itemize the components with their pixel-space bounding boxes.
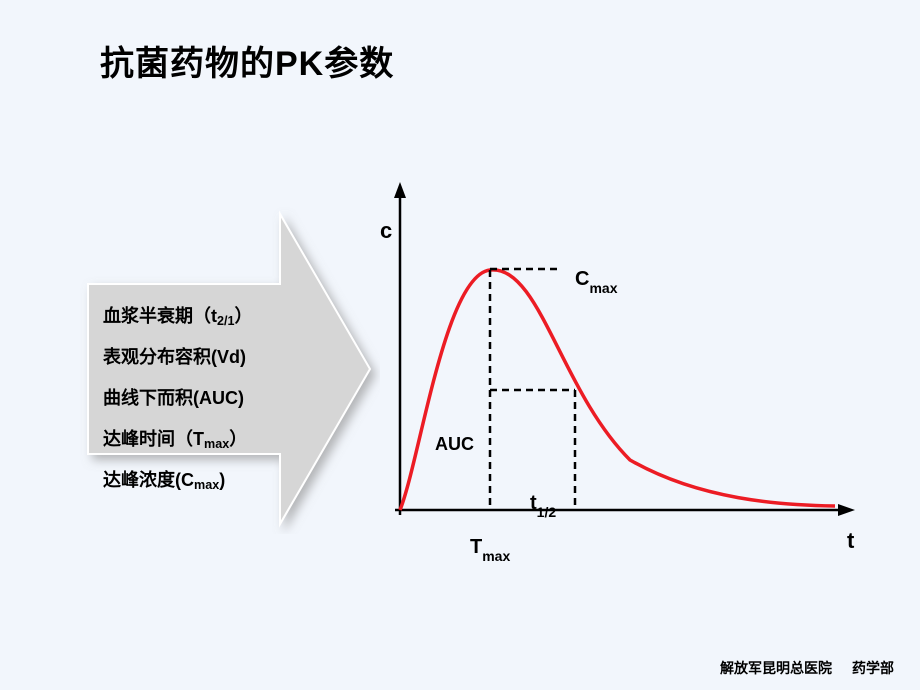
y-axis-arrowhead	[394, 182, 406, 198]
param-vd: 表观分布容积(Vd)	[103, 343, 253, 369]
cmax-annotation: Cmax	[575, 268, 617, 293]
x-axis-label: t	[847, 528, 854, 554]
param-half-life: 血浆半衰期（t2/1）	[103, 302, 253, 328]
tmax-annotation: Tmax	[470, 536, 510, 561]
slide-title: 抗菌药物的PK参数	[100, 36, 394, 85]
auc-annotation: AUC	[435, 434, 474, 455]
thalf-annotation: t1/2	[530, 492, 556, 517]
concentration-curve	[400, 270, 835, 510]
footer-credit: 解放军昆明总医院药学部	[720, 658, 894, 678]
param-cmax: 达峰浓度(Cmax)	[103, 466, 253, 492]
param-tmax: 达峰时间（Tmax）	[103, 425, 253, 451]
pk-curve-chart	[380, 180, 860, 580]
y-axis-label: c	[380, 218, 392, 244]
x-axis-arrowhead	[838, 504, 855, 516]
param-auc: 曲线下而积(AUC)	[103, 384, 253, 410]
parameter-list: 血浆半衰期（t2/1） 表观分布容积(Vd) 曲线下而积(AUC) 达峰时间（T…	[103, 302, 253, 507]
